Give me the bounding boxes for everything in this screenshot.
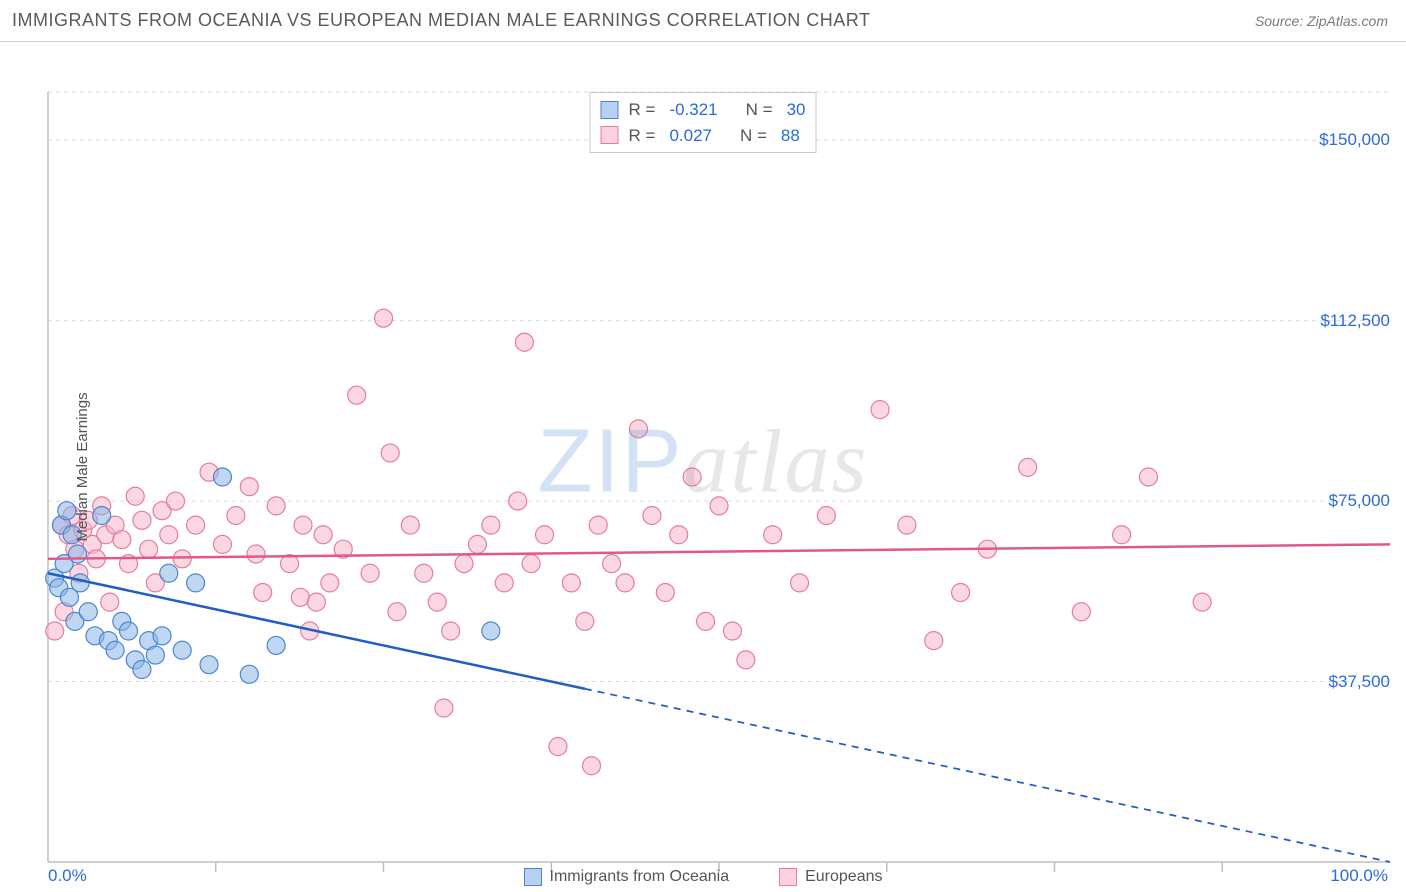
y-tick-label: $112,500 [1320,311,1390,331]
corr-r-label: R = [629,123,656,149]
swatch-europeans [601,126,619,144]
y-tick-label: $37,500 [1329,672,1390,692]
corr-row-europeans: R = 0.027 N = 88 [601,123,806,149]
x-min-label: 0.0% [48,866,87,886]
corr-r-europeans: 0.027 [669,123,712,149]
series-legend: Immigrants from Oceania Europeans [0,868,1406,886]
scatter-plot-svg [0,42,1406,892]
chart-container: Median Male Earnings ZIPatlas $37,500$75… [0,42,1406,892]
correlation-legend: R = -0.321 N = 30 R = 0.027 N = 88 [590,92,817,153]
chart-title: IMMIGRANTS FROM OCEANIA VS EUROPEAN MEDI… [12,10,870,31]
corr-n-label: N = [740,123,767,149]
legend-entry-europeans: Europeans [779,868,882,886]
y-tick-label: $150,000 [1319,130,1390,150]
corr-r-oceania: -0.321 [669,97,717,123]
header-bar: IMMIGRANTS FROM OCEANIA VS EUROPEAN MEDI… [0,0,1406,42]
corr-row-oceania: R = -0.321 N = 30 [601,97,806,123]
swatch-oceania [524,868,542,886]
y-tick-label: $75,000 [1329,491,1390,511]
swatch-oceania [601,101,619,119]
corr-r-label: R = [629,97,656,123]
legend-entry-oceania: Immigrants from Oceania [524,868,730,886]
corr-n-oceania: 30 [787,97,806,123]
source-attribution: Source: ZipAtlas.com [1255,13,1388,29]
corr-n-europeans: 88 [781,123,800,149]
corr-n-label: N = [746,97,773,123]
swatch-europeans [779,868,797,886]
y-axis-label: Median Male Earnings [74,392,91,541]
legend-label-oceania: Immigrants from Oceania [550,868,730,886]
x-max-label: 100.0% [1330,866,1388,886]
legend-label-europeans: Europeans [805,868,882,886]
